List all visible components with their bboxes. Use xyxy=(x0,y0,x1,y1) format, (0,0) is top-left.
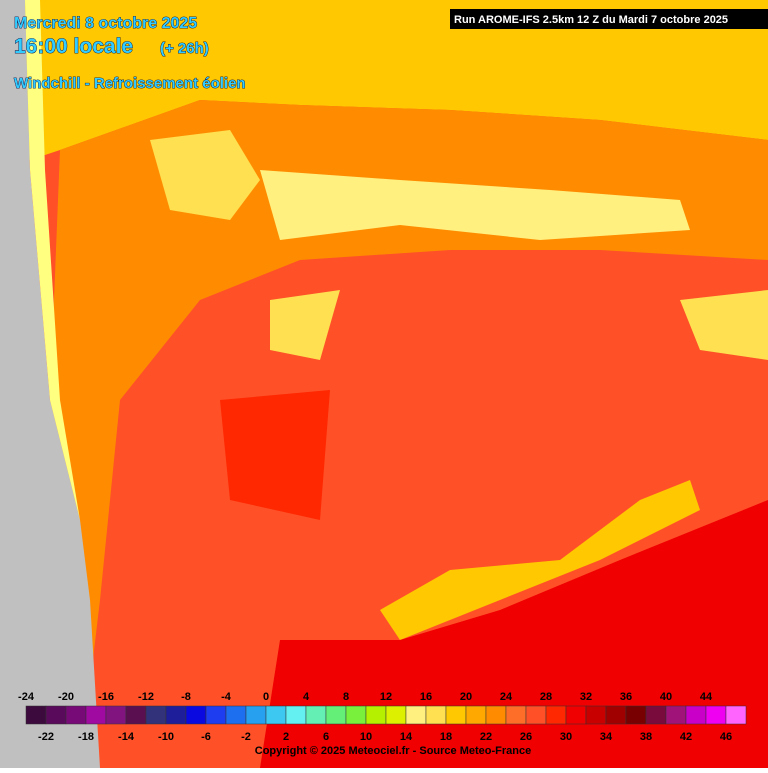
legend-swatch xyxy=(45,705,67,725)
legend-label: -6 xyxy=(201,731,211,743)
legend-label: -12 xyxy=(138,691,154,703)
legend-label: -4 xyxy=(221,691,232,703)
legend-label: -22 xyxy=(38,731,54,743)
legend-label: -20 xyxy=(58,691,74,703)
legend-label: 40 xyxy=(660,691,672,703)
time: 16:00 locale xyxy=(14,35,133,58)
legend-label: 20 xyxy=(460,691,472,703)
legend-label: 10 xyxy=(360,731,372,743)
legend-swatch xyxy=(145,705,167,725)
legend-swatch xyxy=(585,705,607,725)
legend-label: 34 xyxy=(600,731,613,743)
legend-label: 38 xyxy=(640,731,652,743)
legend-swatch xyxy=(125,705,147,725)
legend-label: -24 xyxy=(18,691,35,703)
legend-label: 32 xyxy=(580,691,592,703)
legend-swatch xyxy=(685,705,707,725)
legend-swatch xyxy=(485,705,507,725)
legend-label: 16 xyxy=(420,691,432,703)
legend-label: 30 xyxy=(560,731,572,743)
legend-swatch xyxy=(325,705,347,725)
legend-swatch xyxy=(645,705,667,725)
legend-swatch xyxy=(625,705,647,725)
legend-swatch xyxy=(185,705,207,725)
legend-swatch xyxy=(305,705,327,725)
legend-label: 6 xyxy=(323,731,329,743)
legend-label: 12 xyxy=(380,691,392,703)
legend-label: 26 xyxy=(520,731,532,743)
legend-swatch xyxy=(565,705,587,725)
date: Mercredi 8 octobre 2025 xyxy=(14,15,197,32)
legend-swatch xyxy=(605,705,627,725)
legend-swatch xyxy=(545,705,567,725)
legend-swatch xyxy=(285,705,307,725)
legend-swatch xyxy=(525,705,547,725)
legend-swatch xyxy=(165,705,187,725)
run-info: Run AROME-IFS 2.5km 12 Z du Mardi 7 octo… xyxy=(454,14,728,26)
legend-label: -8 xyxy=(181,691,191,703)
legend-swatch xyxy=(465,705,487,725)
legend-label: 44 xyxy=(700,691,713,703)
legend-swatch xyxy=(25,705,47,725)
legend-label: 46 xyxy=(720,731,732,743)
legend-label: -16 xyxy=(98,691,114,703)
legend-swatch xyxy=(705,705,727,725)
legend-label: 28 xyxy=(540,691,552,703)
legend-swatch xyxy=(425,705,447,725)
copyright: Copyright © 2025 Meteociel.fr - Source M… xyxy=(255,745,531,757)
legend-label: 36 xyxy=(620,691,632,703)
legend-label: -2 xyxy=(241,731,251,743)
legend-swatch xyxy=(225,705,247,725)
legend-swatch xyxy=(85,705,107,725)
legend-label: 42 xyxy=(680,731,692,743)
legend-swatch xyxy=(505,705,527,725)
legend-label: 8 xyxy=(343,691,349,703)
legend-swatch xyxy=(365,705,387,725)
legend-label: 14 xyxy=(400,731,413,743)
run-box xyxy=(450,9,768,29)
legend-label: 0 xyxy=(263,691,269,703)
legend-label: -18 xyxy=(78,731,94,743)
legend-swatch xyxy=(725,705,747,725)
legend-label: 2 xyxy=(283,731,289,743)
legend-label: -10 xyxy=(158,731,174,743)
legend-swatch xyxy=(245,705,267,725)
legend-label: 18 xyxy=(440,731,452,743)
legend-label: 4 xyxy=(303,691,310,703)
legend-swatch xyxy=(405,705,427,725)
legend-swatch xyxy=(385,705,407,725)
legend-swatch xyxy=(445,705,467,725)
legend-swatch xyxy=(105,705,127,725)
legend-swatch xyxy=(65,705,87,725)
legend: -24-22-20-18-16-14-12-10-8-6-4-202468101… xyxy=(18,691,747,743)
legend-swatch xyxy=(265,705,287,725)
legend-label: 22 xyxy=(480,731,492,743)
legend-swatch xyxy=(665,705,687,725)
lead-time: (+ 26h) xyxy=(160,40,209,57)
legend-label: 24 xyxy=(500,691,513,703)
legend-swatch xyxy=(345,705,367,725)
legend-swatch xyxy=(205,705,227,725)
legend-label: -14 xyxy=(118,731,135,743)
map-title: Windchill - Refroissement éolien xyxy=(14,75,246,92)
